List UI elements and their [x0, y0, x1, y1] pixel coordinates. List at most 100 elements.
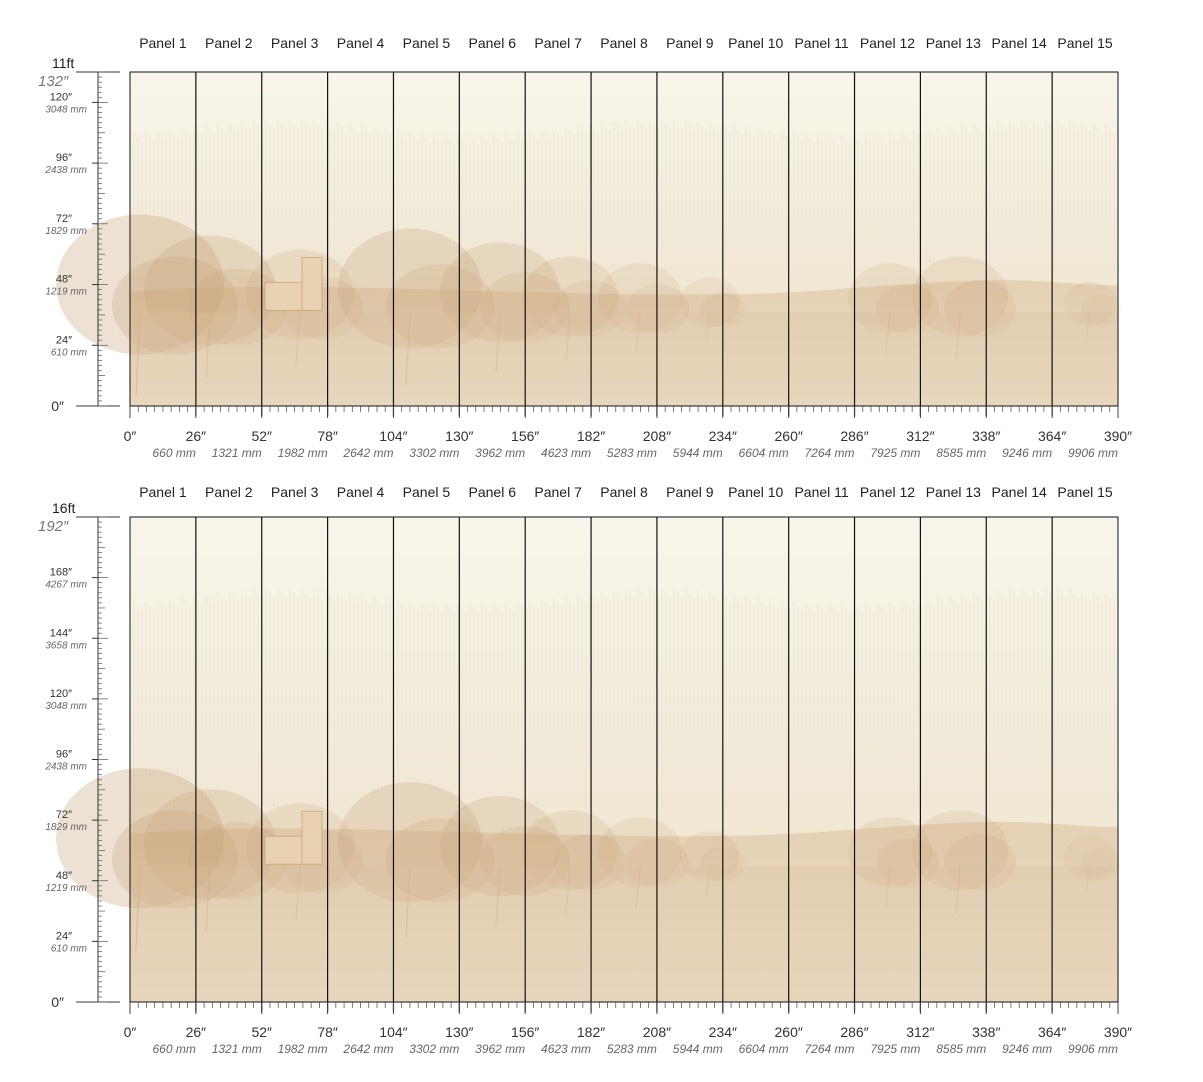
- x-tick-label-mm: 3302 mm: [409, 1042, 459, 1056]
- mural-diagram-16ft: Panel 1 Panel 2 Panel 3 Panel 4 Panel 5 Panel…: [38, 484, 1132, 1056]
- y-tick-label-mm: 1829 mm: [45, 822, 87, 833]
- x-tick-label-in: 390″: [1104, 428, 1132, 444]
- x-tick-label-in: 364″: [1038, 1024, 1066, 1040]
- panel-label: Panel 13: [926, 484, 981, 500]
- panel-label: Panel 10: [728, 484, 783, 500]
- y-tick-label-in: 96″: [56, 749, 72, 761]
- trees: [56, 768, 1121, 951]
- meadow: [130, 821, 1118, 1002]
- x-tick-label-mm: 1982 mm: [278, 446, 328, 460]
- panel-label: Panel 12: [860, 484, 915, 500]
- x-tick-label-mm: 660 mm: [153, 446, 196, 460]
- y-tick-label-mm: 1219 mm: [45, 883, 87, 894]
- panel-label: Panel 1: [139, 484, 187, 500]
- x-tick-label-mm: 5283 mm: [607, 446, 657, 460]
- x-tick-label-in: 208″: [643, 428, 671, 444]
- x-tick-label-mm: 5944 mm: [673, 446, 723, 460]
- panel-label: Panel 5: [403, 35, 451, 51]
- x-tick-label-mm: 1321 mm: [212, 1042, 262, 1056]
- y-axis: 16ft 192″ 168″4267 mm 144″3658 mm 120″3048 m…: [38, 500, 120, 1010]
- x-tick-label-mm: 3962 mm: [475, 1042, 525, 1056]
- panel-label: Panel 14: [992, 35, 1047, 51]
- x-tick-label-mm: 6604 mm: [739, 1042, 789, 1056]
- y-tick-label-in: 48″: [56, 870, 72, 882]
- x-tick-label-mm: 7925 mm: [870, 1042, 920, 1056]
- y-tick-label-in: 72″: [56, 809, 72, 821]
- panel-label: Panel 11: [794, 35, 848, 51]
- x-tick-label-in: 234″: [709, 1024, 737, 1040]
- y-tick-label-in: 120″: [50, 688, 72, 700]
- panel-label: Panel 2: [205, 35, 253, 51]
- x-tick-label-in: 338″: [972, 428, 1000, 444]
- x-tick-label-mm: 8585 mm: [936, 446, 986, 460]
- x-tick-label-in: 26″: [186, 428, 207, 444]
- x-tick-label-mm: 4623 mm: [541, 446, 591, 460]
- panel-label: Panel 8: [600, 484, 648, 500]
- x-axis: 0″ 26″ 660 mm 52″ 1321 mm 78″ 1982 mm 104″ 2642 …: [124, 1002, 1132, 1056]
- x-tick-label-in: 390″: [1104, 1024, 1132, 1040]
- height-ft-label: 16ft: [52, 500, 75, 516]
- y-zero-label: 0″: [51, 398, 64, 414]
- panel-label: Panel 9: [666, 35, 714, 51]
- x-tick-label-in: 130″: [445, 428, 473, 444]
- x-tick-label-mm: 7925 mm: [870, 446, 920, 460]
- panel-label: Panel 12: [860, 35, 915, 51]
- chateau: [264, 810, 323, 865]
- x-tick-label-in: 104″: [379, 428, 407, 444]
- x-tick-label-in: 208″: [643, 1024, 671, 1040]
- x-zero-label: 0″: [124, 1024, 137, 1040]
- panel-label: Panel 9: [666, 484, 714, 500]
- x-tick-label-mm: 9246 mm: [1002, 1042, 1052, 1056]
- x-tick-label-mm: 9906 mm: [1068, 1042, 1118, 1056]
- panel-label: Panel 3: [271, 484, 319, 500]
- sky-hatching: [133, 588, 1115, 808]
- x-tick-label-mm: 8585 mm: [936, 1042, 986, 1056]
- x-tick-label-in: 234″: [709, 428, 737, 444]
- y-tick-label-mm: 4267 mm: [45, 580, 87, 591]
- y-tick-label-in: 48″: [56, 274, 72, 286]
- x-axis: 0″ 26″ 660 mm 52″ 1321 mm 78″ 1982 mm 104″ 2642 …: [124, 406, 1132, 460]
- y-tick-label-in: 24″: [56, 334, 72, 346]
- y-axis: 11ft 132″120″3048 mm 96″2438 mm 72″1829 mm 4…: [38, 55, 120, 414]
- height-ft-label: 11ft: [52, 55, 74, 71]
- y-tick-label-in: 120″: [50, 91, 72, 103]
- x-tick-label-in: 286″: [840, 1024, 868, 1040]
- foreground: [130, 866, 1118, 1002]
- x-tick-label-in: 78″: [317, 428, 338, 444]
- y-tick-label-mm: 1829 mm: [45, 226, 87, 237]
- x-tick-label-in: 130″: [445, 1024, 473, 1040]
- x-tick-label-mm: 9906 mm: [1068, 446, 1118, 460]
- x-tick-label-in: 312″: [906, 428, 934, 444]
- x-tick-label-mm: 2642 mm: [342, 446, 393, 460]
- foreground: [130, 312, 1118, 406]
- panel-label: Panel 6: [469, 484, 517, 500]
- x-tick-label-mm: 3302 mm: [409, 446, 459, 460]
- panel-label: Panel 7: [534, 35, 582, 51]
- panel-label: Panel 13: [926, 35, 981, 51]
- x-tick-label-mm: 5283 mm: [607, 1042, 657, 1056]
- panel-label: Panel 4: [337, 35, 385, 51]
- x-tick-label-in: 26″: [186, 1024, 207, 1040]
- x-tick-label-in: 52″: [251, 428, 272, 444]
- x-tick-label-in: 312″: [906, 1024, 934, 1040]
- panel-label: Panel 4: [337, 484, 385, 500]
- x-tick-label-in: 78″: [317, 1024, 338, 1040]
- x-tick-label-in: 104″: [379, 1024, 407, 1040]
- panel-label: Panel 11: [794, 484, 848, 500]
- x-tick-label-in: 182″: [577, 1024, 605, 1040]
- x-tick-label-mm: 1321 mm: [212, 446, 262, 460]
- height-in-label: 192″: [38, 518, 69, 535]
- x-tick-label-mm: 660 mm: [153, 1042, 196, 1056]
- y-tick-label-in: 72″: [56, 213, 72, 225]
- x-tick-label-mm: 7264 mm: [805, 446, 855, 460]
- y-tick-label-in: 144″: [50, 627, 72, 639]
- x-tick-label-in: 182″: [577, 428, 605, 444]
- panel-label: Panel 3: [271, 35, 319, 51]
- y-tick-label-mm: 610 mm: [51, 347, 87, 358]
- y-tick-label-mm: 3048 mm: [45, 104, 87, 115]
- panel-label: Panel 15: [1057, 484, 1112, 500]
- y-tick-label-in: 168″: [50, 567, 72, 579]
- panel-label: Panel 15: [1057, 35, 1112, 51]
- panel-label: Panel 8: [600, 35, 648, 51]
- y-tick-label-in: 96″: [56, 152, 72, 164]
